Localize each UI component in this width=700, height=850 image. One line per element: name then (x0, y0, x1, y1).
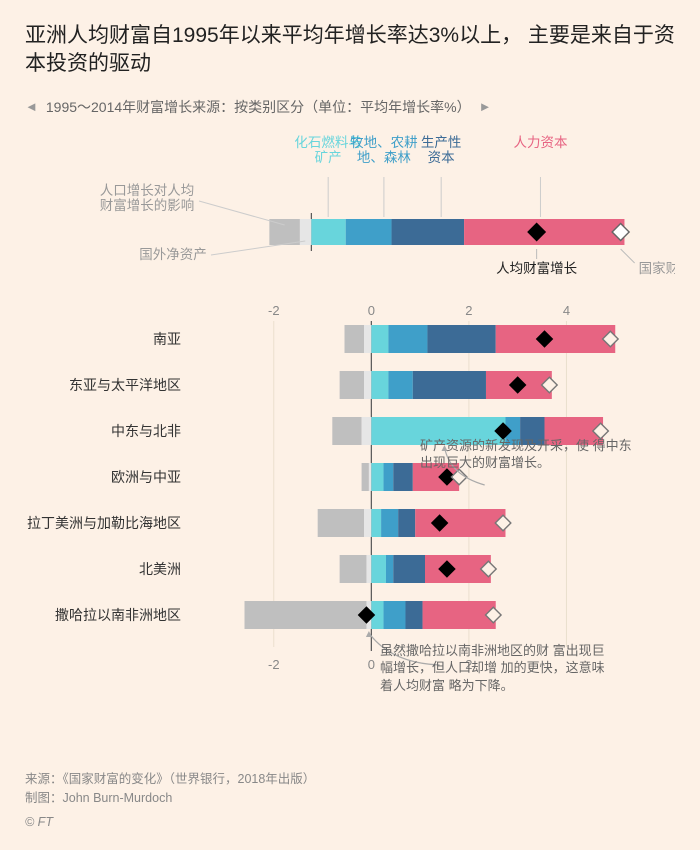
legend-chart: 化石燃料与矿产牧地、农耕地、森林生产性资本人力资本人口增长对人均财富增长的影响国… (25, 131, 675, 291)
svg-text:-2: -2 (268, 657, 280, 672)
svg-text:牧地、农耕地、森林: 牧地、农耕地、森林 (350, 134, 418, 165)
annotation-mideast: 矿产资源的新发现及开采，使 得中东出现巨大的财富增长。 (420, 437, 640, 472)
author-text: 制图：John Burn-Murdoch (25, 789, 315, 808)
svg-text:中东与北非: 中东与北非 (111, 423, 181, 439)
svg-text:2: 2 (465, 303, 472, 318)
svg-text:人均财富增长: 人均财富增长 (496, 260, 577, 276)
svg-text:撒哈拉以南非洲地区: 撒哈拉以南非洲地区 (55, 607, 181, 623)
svg-text:人口增长对人均财富增长的影响: 人口增长对人均财富增长的影响 (100, 183, 195, 213)
chart-subtitle: ◄ 1995～2014年财富增长来源：按类别区分（单位：平均年增长率%） ► (25, 97, 675, 117)
subtitle-text: 1995～2014年财富增长来源：按类别区分（单位：平均年增长率%） (46, 97, 471, 117)
svg-text:东亚与太平洋地区: 东亚与太平洋地区 (69, 377, 181, 393)
copyright-text: © FT (25, 813, 315, 832)
footer: 来源：《国家财富的变化》（世界银行，2018年出版） 制图：John Burn-… (25, 770, 315, 832)
svg-text:国外净资产: 国外净资产 (139, 247, 207, 262)
svg-text:4: 4 (563, 303, 570, 318)
arrow-left-icon: ◄ (25, 99, 38, 114)
svg-text:北美洲: 北美洲 (139, 561, 181, 577)
svg-text:0: 0 (368, 657, 375, 672)
chart-title: 亚洲人均财富自1995年以来平均年增长率达3%以上， 主要是来自于资本投资的驱动 (25, 22, 675, 79)
svg-text:欧洲与中亚: 欧洲与中亚 (111, 469, 181, 485)
svg-text:拉丁美洲与加勒比海地区: 拉丁美洲与加勒比海地区 (27, 515, 181, 531)
annotation-subsahara: 虽然撒哈拉以南非洲地区的财 富出现巨幅增长，但人口却增 加的更快，这意味着人均财… (380, 642, 605, 695)
main-chart-wrap: -2 0 2 4 南亚东亚与太平洋地区中东与北非欧洲与中亚拉丁美洲与加勒比海地区北美洲撒… (25, 297, 675, 717)
source-text: 来源：《国家财富的变化》（世界银行，2018年出版） (25, 770, 315, 789)
svg-text:-2: -2 (268, 303, 280, 318)
svg-text:生产性资本: 生产性资本 (421, 135, 462, 165)
svg-text:南亚: 南亚 (153, 331, 181, 347)
arrow-right-icon: ► (479, 99, 492, 114)
legend-area: 化石燃料与矿产牧地、农耕地、森林生产性资本人力资本人口增长对人均财富增长的影响国… (25, 131, 675, 291)
svg-text:人力资本: 人力资本 (513, 135, 567, 150)
svg-text:0: 0 (368, 303, 375, 318)
svg-text:国家财富增长: 国家财富增长 (639, 260, 675, 276)
